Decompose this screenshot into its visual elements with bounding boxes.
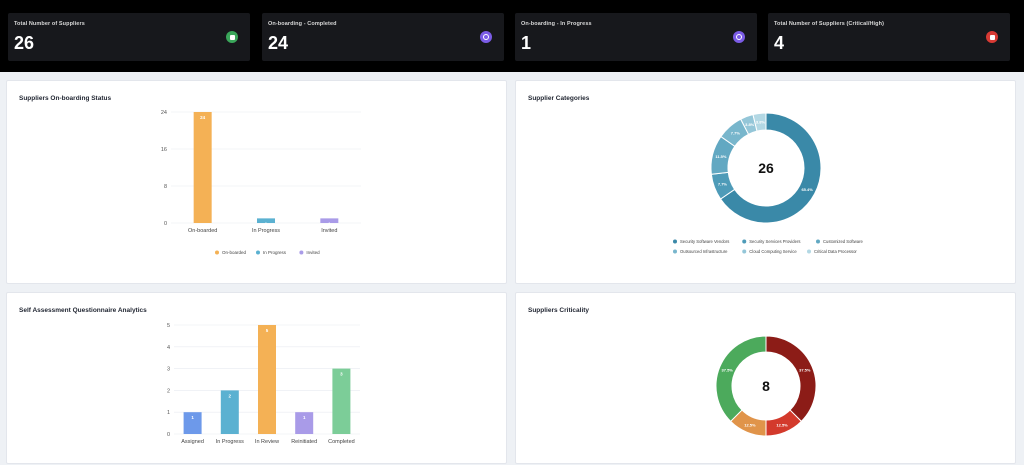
legend-label: Cloud Computing Service <box>749 249 797 254</box>
stat-card-critical-suppliers[interactable]: Total Number of Suppliers (Critical/High… <box>768 13 1010 61</box>
legend-label: In Progress <box>263 250 287 255</box>
questionnaire-bar-chart: 0 1 2 3 4 5 1 Assigned 2 In Progress 5 In Review 1 Re… <box>167 323 360 445</box>
data-label: 1 <box>328 221 331 226</box>
bar <box>193 112 212 223</box>
legend-swatch <box>673 239 677 244</box>
card-title: Self Assessment Questionnaire Analytics <box>19 307 147 314</box>
x-tick-label: Reinitiated <box>291 439 317 445</box>
legend-swatch <box>673 249 677 254</box>
y-tick-label: 8 <box>164 184 167 190</box>
supplier-criticality-card: Suppliers Criticality 37.5% 12.5% 12.5% 37.… <box>515 292 1016 464</box>
slice-label: 65.4% <box>801 187 813 192</box>
x-tick-label: In Progress <box>252 228 280 234</box>
legend-label: Critical Data Processor <box>814 249 857 254</box>
stat-label: Total Number of Suppliers <box>14 21 85 27</box>
y-tick-label: 4 <box>167 345 170 351</box>
card-title: Suppliers On-boarding Status <box>19 95 112 102</box>
categories-donut-chart: 65.4% 7.7% 11.5% 7.7% 3.8%3.8% 26 Security Sof… <box>673 112 863 254</box>
legend-swatch <box>807 249 811 254</box>
bar <box>295 412 314 434</box>
bar <box>220 390 239 434</box>
slice-label: 3.8% <box>756 119 766 124</box>
legend-label: Security Software Vendors <box>680 239 729 244</box>
stat-value: 24 <box>268 33 289 53</box>
legend-swatch <box>215 250 219 255</box>
legend-swatch <box>742 249 747 254</box>
stat-value: 4 <box>774 33 785 53</box>
slice-label: 37.5% <box>722 367 734 372</box>
donut-slice <box>719 112 822 224</box>
document-icon <box>226 31 238 43</box>
bar <box>257 218 275 223</box>
data-label: 1 <box>265 221 268 226</box>
stat-card-onboarding-completed[interactable]: On-boarding - Completed 24 <box>262 13 504 61</box>
bar <box>332 368 351 434</box>
legend-label: On-boarded <box>222 250 247 255</box>
gear-icon <box>733 31 745 43</box>
slice-label: 37.5% <box>799 367 811 372</box>
x-tick-label: Invited <box>321 228 337 234</box>
slice-label: 3.8% <box>745 122 755 127</box>
data-label: 1 <box>191 415 194 420</box>
stat-label: Total Number of Suppliers (Critical/High… <box>774 21 885 27</box>
donut-slice <box>752 112 767 132</box>
data-label: 2 <box>229 393 232 398</box>
x-tick-label: In Progress <box>216 439 244 445</box>
slice-label: 7.7% <box>718 182 728 187</box>
supplier-categories-card: Supplier Categories 65.4% 7.7% 11.5% 7.7% 3.… <box>515 80 1016 284</box>
legend-swatch <box>256 250 260 255</box>
donut-center-value: 26 <box>758 160 774 176</box>
y-tick-label: 16 <box>161 147 167 153</box>
questionnaire-analytics-card: Self Assessment Questionnaire Analytics … <box>6 292 507 464</box>
bar <box>183 412 202 434</box>
onboarding-bar-chart: 0 8 16 24 24 On-boarded 1 In Progress 1 Invited On… <box>161 110 361 255</box>
legend-label: Invited <box>306 250 320 255</box>
criticality-donut-chart: 37.5% 12.5% 12.5% 37.5% 8 <box>715 335 817 437</box>
legend-swatch <box>742 239 747 244</box>
alert-icon <box>986 31 998 43</box>
legend-label: Outsourced Infrastructure <box>680 249 728 254</box>
y-tick-label: 1 <box>167 410 170 416</box>
stat-card-total-suppliers[interactable]: Total Number of Suppliers 26 <box>8 13 250 61</box>
card-title: Suppliers Criticality <box>528 307 590 314</box>
data-label: 5 <box>266 328 269 333</box>
legend-swatch <box>299 250 304 255</box>
data-label: 1 <box>303 415 306 420</box>
slice-label: 12.5% <box>744 422 756 427</box>
y-tick-label: 0 <box>167 432 170 438</box>
donut-slice <box>715 335 767 423</box>
stat-value: 26 <box>14 33 35 53</box>
slice-label: 7.7% <box>731 131 741 136</box>
y-tick-label: 5 <box>167 323 170 329</box>
slice-label: 11.5% <box>715 154 727 159</box>
donut-center-value: 8 <box>762 378 770 394</box>
x-tick-label: Completed <box>328 439 355 445</box>
card-title: Supplier Categories <box>528 95 590 102</box>
stat-card-onboarding-in-progress[interactable]: On-boarding - In Progress 1 <box>515 13 757 61</box>
legend-swatch <box>816 239 820 244</box>
stat-value: 1 <box>521 33 532 53</box>
donut-slice <box>765 335 817 423</box>
data-label: 24 <box>200 115 206 120</box>
stat-label: On-boarding - Completed <box>268 21 337 27</box>
stat-label: On-boarding - In Progress <box>521 21 592 27</box>
onboarding-status-card: Suppliers On-boarding Status 0 8 16 24 24 On-… <box>6 80 507 284</box>
y-tick-label: 0 <box>164 221 167 227</box>
bar <box>258 325 276 434</box>
y-tick-label: 3 <box>167 367 170 373</box>
bar <box>320 218 339 223</box>
legend-label: Security Services Providers <box>749 239 800 244</box>
gear-icon <box>480 31 492 43</box>
x-tick-label: On-boarded <box>188 228 217 234</box>
data-label: 3 <box>340 372 343 377</box>
summary-bar: Total Number of Suppliers 26 On-boarding… <box>0 0 1024 72</box>
legend-label: Customized Software <box>823 239 863 244</box>
y-tick-label: 2 <box>167 388 170 394</box>
slice-label: 12.5% <box>776 422 788 427</box>
y-tick-label: 24 <box>161 110 167 116</box>
x-tick-label: Assigned <box>181 439 204 445</box>
x-tick-label: In Review <box>255 439 279 445</box>
